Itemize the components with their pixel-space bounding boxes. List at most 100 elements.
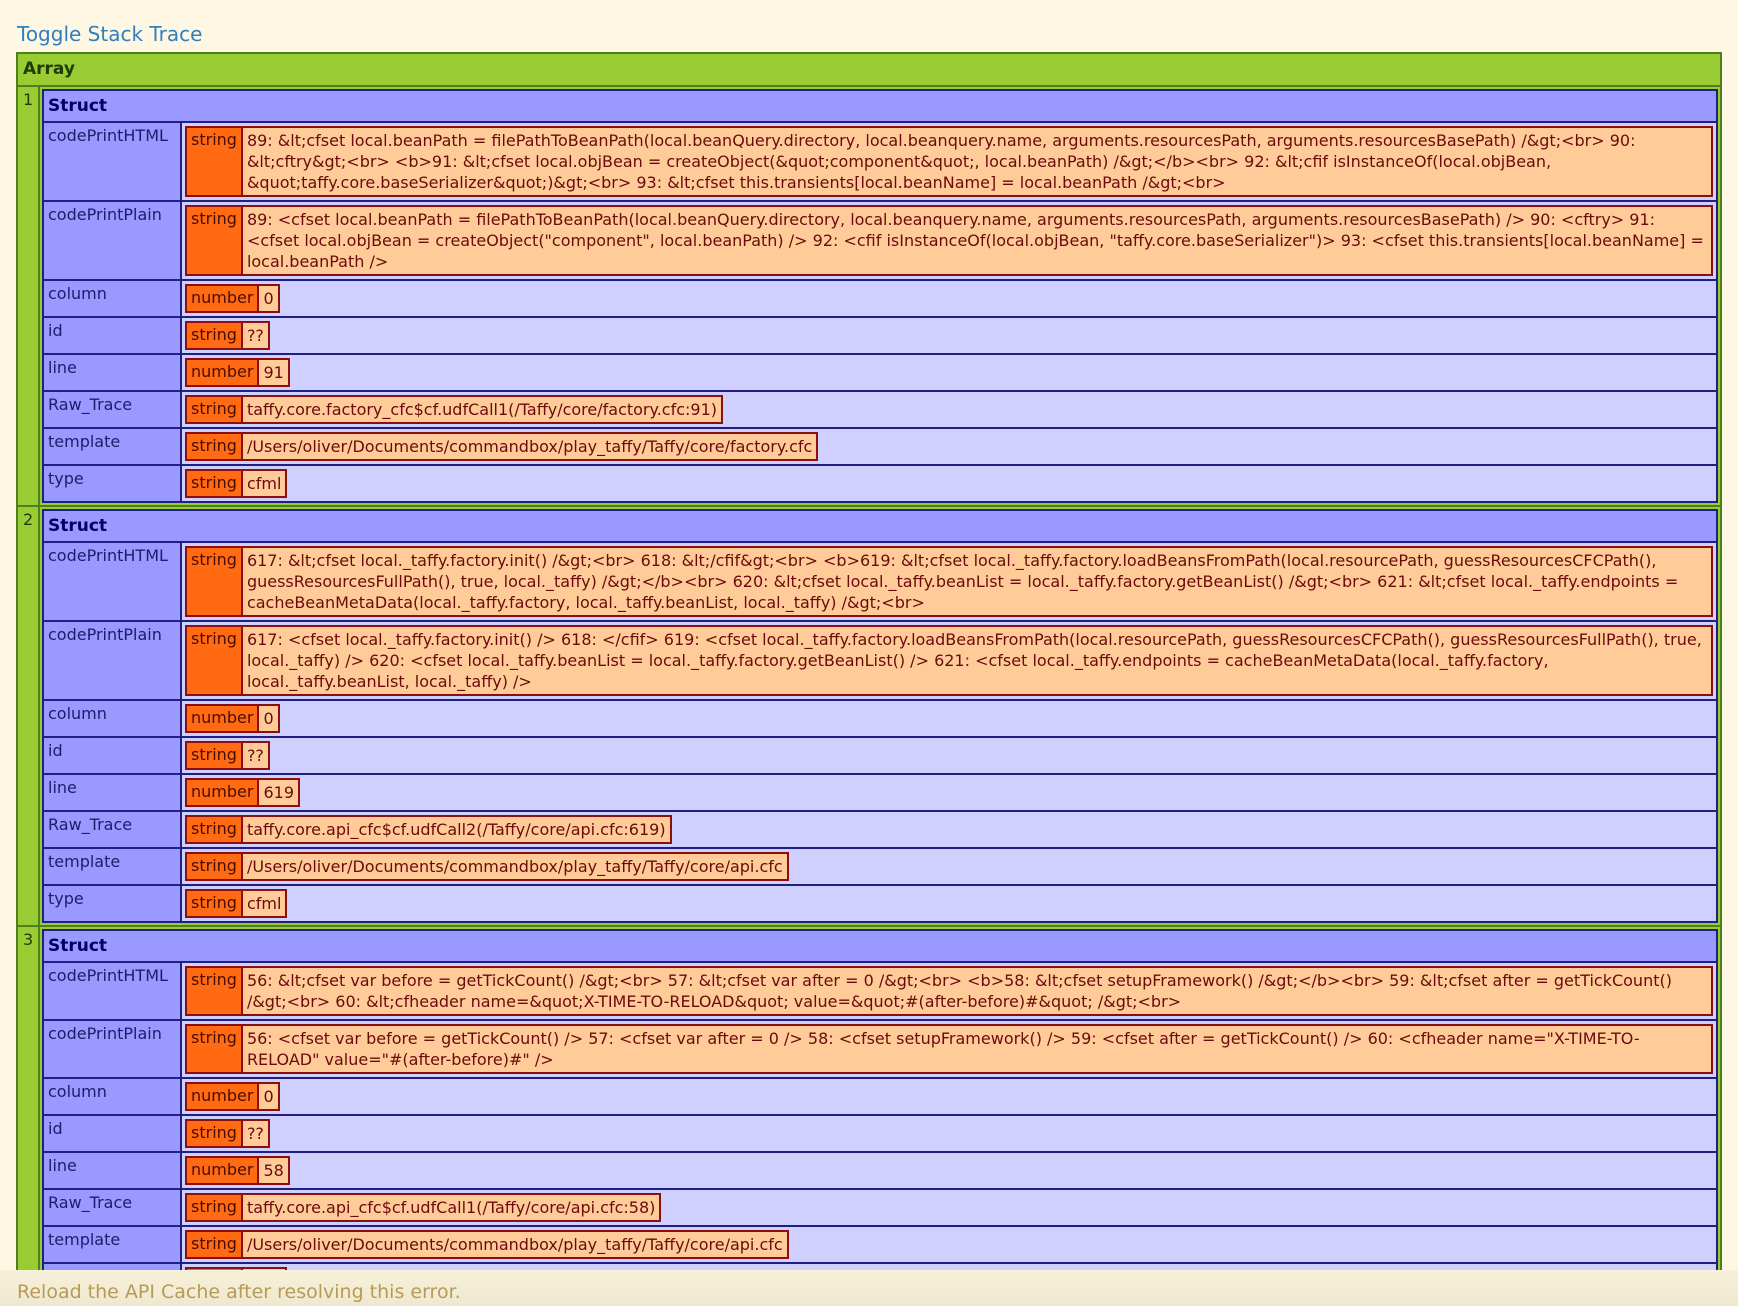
struct-value-cell: number 0 bbox=[182, 279, 1716, 316]
simple-value: number 0 bbox=[185, 1082, 280, 1111]
struct-key[interactable]: codePrintPlain bbox=[44, 620, 182, 699]
struct-key[interactable]: id bbox=[44, 736, 182, 773]
value-type-label[interactable]: number bbox=[187, 286, 260, 311]
struct-value-cell: string 56: &lt;cfset var before = getTick… bbox=[182, 963, 1716, 1019]
struct-table: Struct codePrintHTML string 56: &lt;cfset v… bbox=[42, 929, 1718, 1301]
array-entry: 1 Struct codePrintHTML string 89: &lt;cfset … bbox=[18, 87, 1720, 505]
value-type-label[interactable]: string bbox=[187, 817, 243, 842]
struct-key[interactable]: id bbox=[44, 1114, 182, 1151]
struct-key[interactable]: codePrintHTML bbox=[44, 123, 182, 200]
array-index[interactable]: 1 bbox=[18, 87, 40, 505]
value-type-label[interactable]: string bbox=[187, 323, 243, 348]
simple-value: number 0 bbox=[185, 284, 280, 313]
struct-value-cell: string 89: &lt;cfset local.beanPath = fil… bbox=[182, 123, 1716, 200]
value-type-label[interactable]: string bbox=[187, 1232, 243, 1257]
struct-row: codePrintPlain string 617: <cfset local._t… bbox=[44, 620, 1716, 699]
struct-key[interactable]: template bbox=[44, 847, 182, 884]
struct-key[interactable]: Raw_Trace bbox=[44, 390, 182, 427]
value-type-label[interactable]: string bbox=[187, 968, 243, 1014]
value-type-label[interactable]: number bbox=[187, 1158, 260, 1183]
struct-row: column number 0 bbox=[44, 279, 1716, 316]
struct-key[interactable]: codePrintHTML bbox=[44, 963, 182, 1019]
struct-value-cell: string 89: <cfset local.beanPath = filePa… bbox=[182, 200, 1716, 279]
simple-value: string?? bbox=[185, 741, 270, 770]
struct-key[interactable]: type bbox=[44, 464, 182, 501]
struct-key[interactable]: template bbox=[44, 1225, 182, 1262]
struct-key[interactable]: template bbox=[44, 427, 182, 464]
struct-header[interactable]: Struct bbox=[44, 931, 1716, 963]
struct-row: line number 58 bbox=[44, 1151, 1716, 1188]
value-type-label[interactable]: string bbox=[187, 548, 243, 615]
struct-row: codePrintPlain string 89: <cfset local.bea… bbox=[44, 200, 1716, 279]
struct-row: template string/Users/oliver/Documents/co… bbox=[44, 427, 1716, 464]
array-value: Struct codePrintHTML string 56: &lt;cfset v… bbox=[40, 927, 1720, 1303]
value-type-label[interactable]: string bbox=[187, 854, 243, 879]
simple-value: number 0 bbox=[185, 704, 280, 733]
struct-value-cell: string/Users/oliver/Documents/commandbox… bbox=[182, 1225, 1716, 1262]
value-type-label[interactable]: number bbox=[187, 1084, 260, 1109]
struct-row: codePrintHTML string 89: &lt;cfset local.b… bbox=[44, 123, 1716, 200]
array-header[interactable]: Array bbox=[18, 54, 1720, 87]
struct-value-cell: string?? bbox=[182, 316, 1716, 353]
struct-row: line number 619 bbox=[44, 773, 1716, 810]
value-type-label[interactable]: string bbox=[187, 128, 243, 195]
array-entry: 2 Struct codePrintHTML string 617: &lt;cfset… bbox=[18, 505, 1720, 925]
value-type-label[interactable]: string bbox=[187, 207, 243, 274]
struct-header[interactable]: Struct bbox=[44, 91, 1716, 123]
struct-key[interactable]: codePrintHTML bbox=[44, 543, 182, 620]
struct-key[interactable]: codePrintPlain bbox=[44, 1019, 182, 1077]
struct-row: template string/Users/oliver/Documents/co… bbox=[44, 847, 1716, 884]
value-type-label[interactable]: string bbox=[187, 627, 243, 694]
value-text: taffy.core.api_cfc$cf.udfCall1(/Taffy/co… bbox=[246, 1198, 656, 1217]
simple-value: string 56: <cfset var before = getTickCou… bbox=[185, 1024, 1713, 1074]
struct-value-cell: number 58 bbox=[182, 1151, 1716, 1188]
value-text: ?? bbox=[246, 1124, 264, 1143]
struct-header[interactable]: Struct bbox=[44, 511, 1716, 543]
value-text: 617: <cfset local._taffy.factory.init() … bbox=[246, 630, 1702, 691]
array-index[interactable]: 3 bbox=[18, 927, 40, 1303]
toggle-stack-trace-link[interactable]: Toggle Stack Trace bbox=[17, 22, 203, 46]
value-type-label[interactable]: number bbox=[187, 706, 260, 731]
struct-key[interactable]: codePrintPlain bbox=[44, 200, 182, 279]
value-type-label[interactable]: number bbox=[187, 360, 260, 385]
struct-key[interactable]: id bbox=[44, 316, 182, 353]
struct-key[interactable]: column bbox=[44, 279, 182, 316]
value-type-label[interactable]: string bbox=[187, 471, 243, 496]
value-type-label[interactable]: string bbox=[187, 891, 243, 916]
struct-key[interactable]: Raw_Trace bbox=[44, 1188, 182, 1225]
struct-value-cell: string/Users/oliver/Documents/commandbox… bbox=[182, 427, 1716, 464]
value-type-label[interactable]: string bbox=[187, 743, 243, 768]
struct-row: id string?? bbox=[44, 736, 1716, 773]
value-type-label[interactable]: string bbox=[187, 1121, 243, 1146]
struct-key[interactable]: line bbox=[44, 1151, 182, 1188]
value-type-label[interactable]: number bbox=[187, 780, 260, 805]
value-text: /Users/oliver/Documents/commandbox/play_… bbox=[246, 437, 813, 456]
value-text: 0 bbox=[263, 709, 274, 728]
struct-row: column number 0 bbox=[44, 699, 1716, 736]
simple-value: string 56: &lt;cfset var before = getTick… bbox=[185, 966, 1713, 1016]
simple-value: number 58 bbox=[185, 1156, 290, 1185]
struct-key[interactable]: column bbox=[44, 699, 182, 736]
value-text: 89: &lt;cfset local.beanPath = filePathT… bbox=[246, 131, 1636, 192]
value-type-label[interactable]: string bbox=[187, 1195, 243, 1220]
struct-key[interactable]: Raw_Trace bbox=[44, 810, 182, 847]
value-type-label[interactable]: string bbox=[187, 1026, 243, 1072]
value-text: 619 bbox=[263, 783, 294, 802]
stack-trace-array: Array 1 Struct codePrintHTML string 89: &lt;… bbox=[16, 52, 1722, 1305]
struct-row: codePrintHTML string 617: &lt;cfset local.… bbox=[44, 543, 1716, 620]
struct-table: Struct codePrintHTML string 617: &lt;cfset … bbox=[42, 509, 1718, 923]
struct-key[interactable]: type bbox=[44, 884, 182, 921]
struct-key[interactable]: line bbox=[44, 773, 182, 810]
struct-key[interactable]: line bbox=[44, 353, 182, 390]
struct-table: Struct codePrintHTML string 89: &lt;cfset l… bbox=[42, 89, 1718, 503]
value-type-label[interactable]: string bbox=[187, 397, 243, 422]
array-index[interactable]: 2 bbox=[18, 507, 40, 925]
value-type-label[interactable]: string bbox=[187, 434, 243, 459]
struct-value-cell: string?? bbox=[182, 736, 1716, 773]
simple-value: number 619 bbox=[185, 778, 300, 807]
struct-key[interactable]: column bbox=[44, 1077, 182, 1114]
value-text: 0 bbox=[263, 289, 274, 308]
value-text: cfml bbox=[246, 894, 282, 913]
simple-value: number 91 bbox=[185, 358, 290, 387]
